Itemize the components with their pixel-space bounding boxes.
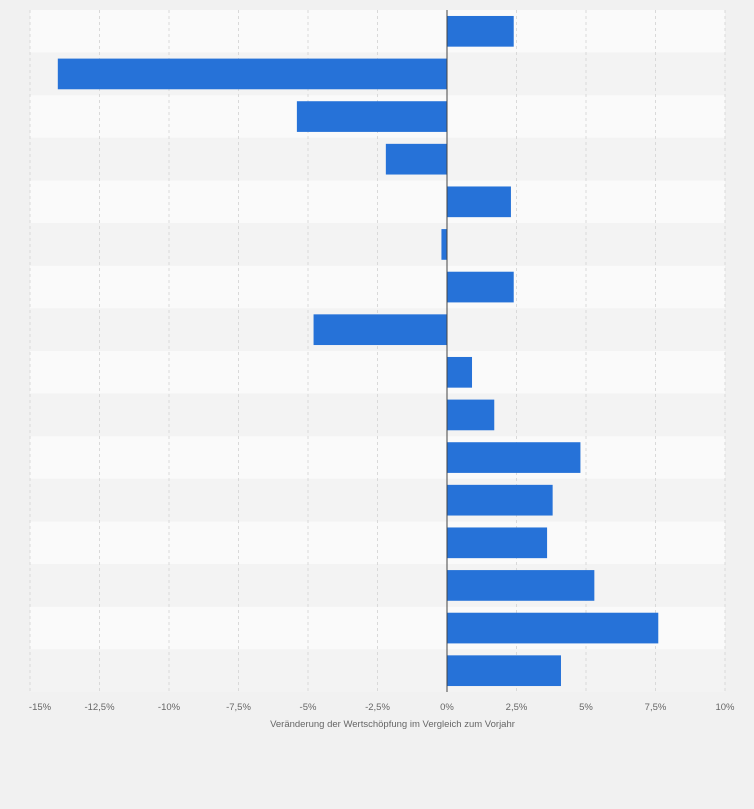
bar xyxy=(447,186,511,218)
x-tick-label: 10% xyxy=(715,702,735,713)
bar xyxy=(447,442,581,473)
bar xyxy=(313,314,447,346)
x-tick-label: 7,5% xyxy=(645,702,667,713)
bar xyxy=(447,356,473,388)
x-tick-label: -2,5% xyxy=(365,702,390,713)
x-tick-label: 0% xyxy=(440,702,454,713)
bar xyxy=(447,655,561,687)
x-tick-labels: -15% -12,5% -10% -7,5% -5% -2,5% 0% 2,5% 5% 7,5% 1… xyxy=(29,702,735,713)
bar xyxy=(57,58,448,90)
x-tick-label: -10% xyxy=(158,702,181,713)
bar xyxy=(447,527,548,559)
x-tick-label: -7,5% xyxy=(226,702,251,713)
x-tick-label: -15% xyxy=(29,702,52,713)
bar xyxy=(447,570,595,601)
x-axis-title: Veränderung der Wertschöpfung im Verglei… xyxy=(270,719,515,730)
bar xyxy=(447,484,553,516)
bar xyxy=(447,399,495,431)
bar xyxy=(447,612,659,644)
bars xyxy=(57,15,659,687)
x-tick-label: 5% xyxy=(579,702,593,713)
x-tick-label: -12,5% xyxy=(84,702,115,713)
bar xyxy=(441,229,447,260)
bar xyxy=(447,15,514,47)
bar xyxy=(447,271,514,303)
x-tick-label: -5% xyxy=(300,702,317,713)
x-tick-label: 2,5% xyxy=(506,702,528,713)
bar xyxy=(296,101,447,132)
bar xyxy=(385,143,447,175)
